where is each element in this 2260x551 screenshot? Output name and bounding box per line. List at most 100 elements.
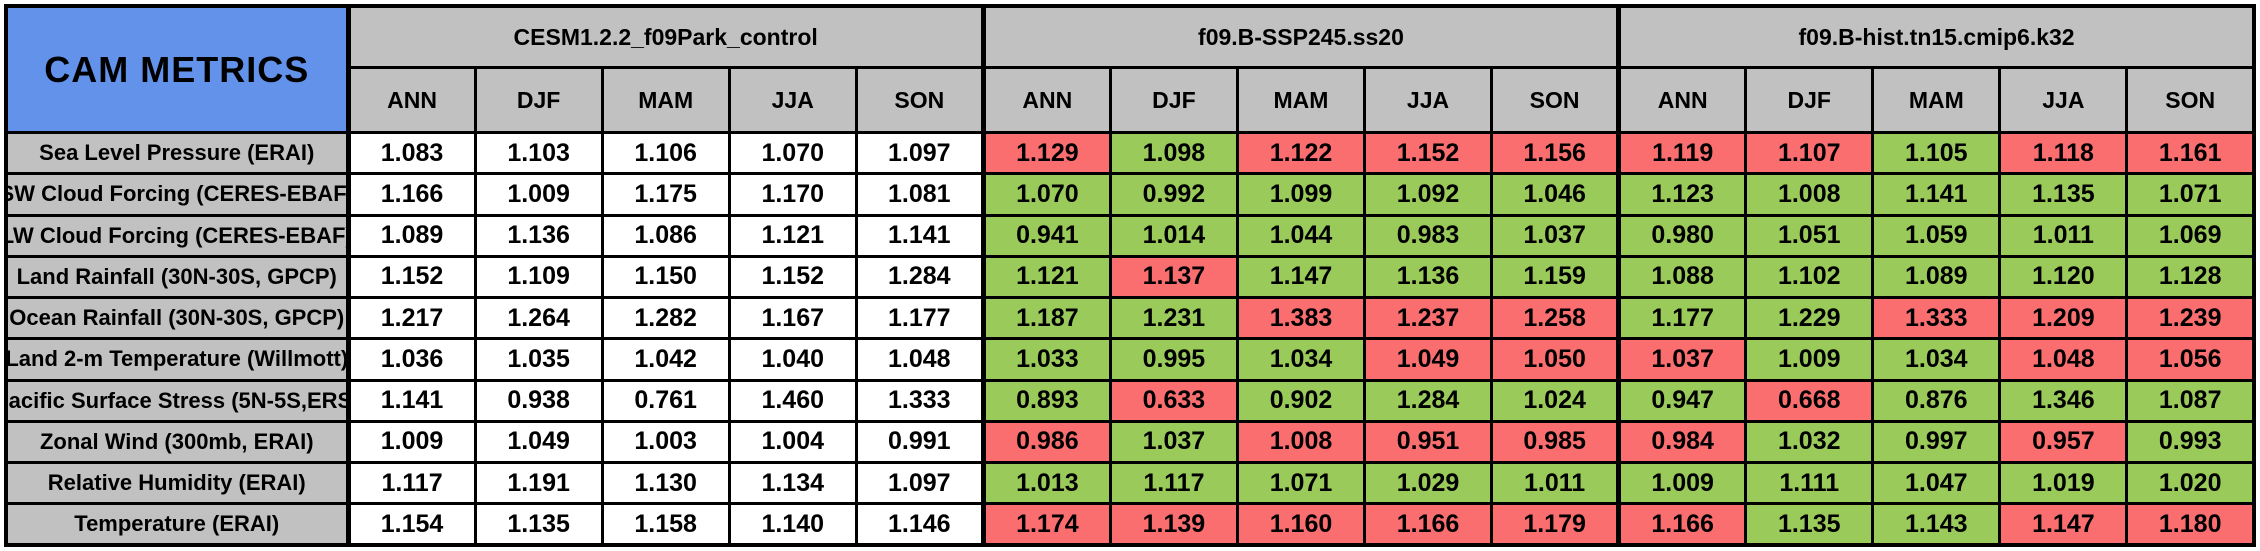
cell-value-text: 1.120 bbox=[2032, 262, 2095, 291]
cell-value-text: 1.139 bbox=[1142, 509, 1206, 538]
value-cell: 1.333 bbox=[1871, 295, 2002, 341]
season-header: ANN bbox=[345, 66, 477, 134]
cell-value-text: 1.284 bbox=[1396, 386, 1460, 415]
metric-row: Land Rainfall (30N-30S, GPCP) 1.152 1.109 1… bbox=[4, 254, 2256, 300]
value-cell: 0.986 bbox=[980, 419, 1112, 465]
metric-row: Pacific Surface Stress (5N-5S,ERS) 1.141 0… bbox=[4, 378, 2256, 423]
value-cell: 1.121 bbox=[727, 213, 858, 258]
value-cell: 1.282 bbox=[600, 295, 731, 341]
cell-value-text: 1.034 bbox=[1905, 344, 1968, 373]
cell-value-text: 1.037 bbox=[1523, 221, 1586, 250]
value-cell: 1.118 bbox=[1998, 130, 2129, 176]
season-header: JJA bbox=[1362, 66, 1494, 134]
cell-value-text: 1.130 bbox=[634, 468, 697, 497]
cell-value-text: 1.024 bbox=[1523, 386, 1586, 415]
value-cell: 0.995 bbox=[1108, 337, 1239, 382]
value-cell: 0.980 bbox=[1616, 213, 1748, 258]
metric-row: Temperature (ERAI) 1.154 1.135 1.158 1.140 1.… bbox=[4, 502, 2256, 547]
metric-label: Sea Level Pressure (ERAI) bbox=[4, 130, 350, 176]
cell-value-text: 1.011 bbox=[2032, 221, 2094, 250]
cell-value-text: 1.011 bbox=[1524, 468, 1586, 497]
cell-value-text: 0.984 bbox=[1651, 427, 1714, 456]
value-cell: 1.284 bbox=[1362, 378, 1494, 423]
cell-value-text: 1.088 bbox=[1651, 262, 1714, 291]
value-cell: 0.902 bbox=[1235, 378, 1367, 423]
value-cell: 1.059 bbox=[1871, 213, 2002, 258]
cell-value-text: 1.118 bbox=[2032, 138, 2094, 167]
value-cell: 1.003 bbox=[600, 419, 731, 465]
cell-value-text: 1.237 bbox=[1396, 303, 1460, 332]
value-cell: 1.019 bbox=[1998, 460, 2129, 506]
value-cell: 1.048 bbox=[1998, 337, 2129, 382]
value-cell: 1.097 bbox=[854, 130, 985, 176]
cell-value-text: 1.034 bbox=[1269, 344, 1333, 373]
value-cell: 1.117 bbox=[1108, 460, 1239, 506]
value-cell: 0.893 bbox=[980, 378, 1112, 423]
season-header: MAM bbox=[1235, 66, 1367, 134]
cell-value-text: 1.121 bbox=[1016, 262, 1079, 291]
cell-value-text: 1.119 bbox=[1652, 138, 1714, 167]
column-group-hist: f09.B-hist.tn15.cmip6.k32 bbox=[1616, 4, 2256, 69]
metric-label-text: Ocean Rainfall (30N-30S, GPCP) bbox=[9, 305, 345, 331]
value-cell: 1.152 bbox=[727, 254, 858, 300]
value-cell: 0.983 bbox=[1362, 213, 1494, 258]
season-header: SON bbox=[1490, 66, 1621, 134]
season-header: DJF bbox=[1108, 66, 1239, 134]
cell-value-text: 1.166 bbox=[1651, 509, 1714, 538]
season-header: ANN bbox=[980, 66, 1112, 134]
cell-value-text: 1.051 bbox=[1777, 221, 1841, 250]
season-header: MAM bbox=[600, 66, 731, 134]
cell-value-text: 1.020 bbox=[2158, 468, 2222, 497]
value-cell: 1.460 bbox=[727, 378, 858, 423]
cell-value-text: 1.046 bbox=[1523, 179, 1586, 208]
cell-value-text: 1.071 bbox=[2158, 179, 2222, 208]
cell-value-text: 0.985 bbox=[1523, 427, 1586, 456]
cell-value-text: 1.089 bbox=[1905, 262, 1968, 291]
metric-label: Zonal Wind (300mb, ERAI) bbox=[4, 419, 350, 465]
cell-value-text: 1.037 bbox=[1142, 427, 1206, 456]
cell-value-text: 0.980 bbox=[1651, 221, 1714, 250]
value-cell: 1.158 bbox=[600, 502, 731, 547]
cell-value-text: 1.086 bbox=[634, 221, 697, 250]
cell-value-text: 1.159 bbox=[1523, 262, 1586, 291]
value-cell: 1.167 bbox=[727, 295, 858, 341]
cell-value-text: 1.152 bbox=[761, 262, 824, 291]
value-cell: 1.009 bbox=[1744, 337, 1875, 382]
cell-value-text: 0.986 bbox=[1016, 427, 1079, 456]
value-cell: 1.120 bbox=[1998, 254, 2129, 300]
value-cell: 1.083 bbox=[345, 130, 477, 176]
value-cell: 1.174 bbox=[980, 502, 1112, 547]
value-cell: 1.071 bbox=[1235, 460, 1367, 506]
value-cell: 1.044 bbox=[1235, 213, 1367, 258]
cell-value-text: 0.993 bbox=[2158, 427, 2222, 456]
cell-value-text: 1.161 bbox=[2158, 138, 2222, 167]
value-cell: 1.170 bbox=[727, 172, 858, 217]
value-cell: 1.049 bbox=[473, 419, 604, 465]
cell-value-text: 1.135 bbox=[1777, 509, 1841, 538]
season-header: DJF bbox=[1744, 66, 1875, 134]
cell-value-text: 1.040 bbox=[761, 344, 824, 373]
cell-value-text: 1.049 bbox=[507, 427, 570, 456]
cell-value-text: 1.239 bbox=[2158, 303, 2222, 332]
cell-value-text: 0.941 bbox=[1016, 221, 1079, 250]
column-group-ssp245: f09.B-SSP245.ss20 bbox=[980, 4, 1621, 69]
value-cell: 1.037 bbox=[1616, 337, 1748, 382]
value-cell: 1.175 bbox=[600, 172, 731, 217]
value-cell: 1.161 bbox=[2125, 130, 2256, 176]
cell-value-text: 1.071 bbox=[1269, 468, 1333, 497]
cell-value-text: 1.141 bbox=[888, 221, 951, 250]
cell-value-text: 1.044 bbox=[1269, 221, 1333, 250]
cell-value-text: 1.035 bbox=[507, 344, 570, 373]
metric-label: Land 2-m Temperature (Willmott) bbox=[4, 337, 350, 382]
value-cell: 1.008 bbox=[1744, 172, 1875, 217]
value-cell: 1.029 bbox=[1362, 460, 1494, 506]
value-cell: 1.143 bbox=[1871, 502, 2002, 547]
season-header: JJA bbox=[1998, 66, 2129, 134]
value-cell: 1.013 bbox=[980, 460, 1112, 506]
cell-value-text: 1.156 bbox=[1523, 138, 1586, 167]
cell-value-text: 1.014 bbox=[1142, 221, 1206, 250]
value-cell: 1.160 bbox=[1235, 502, 1367, 547]
value-cell: 1.032 bbox=[1744, 419, 1875, 465]
value-cell: 1.156 bbox=[1490, 130, 1621, 176]
value-cell: 1.130 bbox=[600, 460, 731, 506]
